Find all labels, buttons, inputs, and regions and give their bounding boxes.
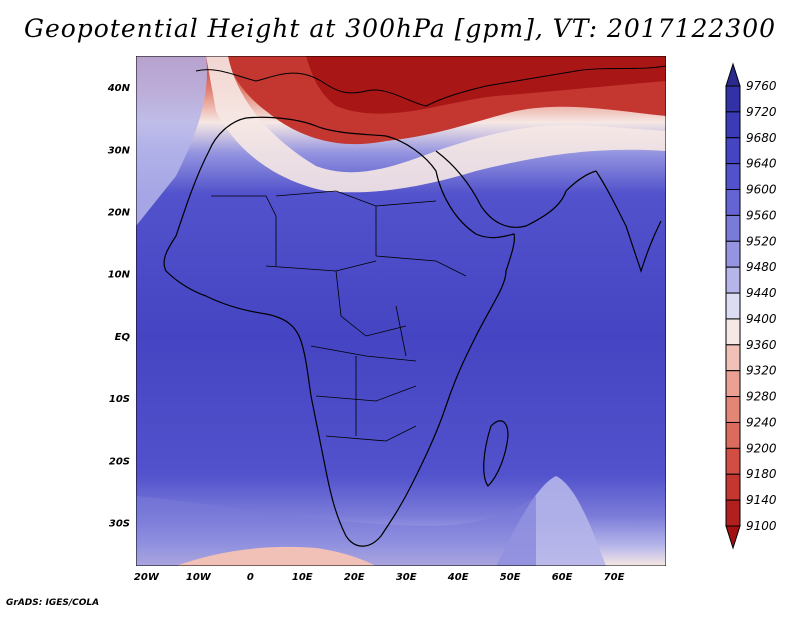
colorbar-swatch — [725, 396, 741, 423]
colorbar-level-label: 9480 — [746, 260, 777, 274]
colorbar-swatch — [725, 266, 741, 294]
south-pink-band — [176, 546, 376, 566]
lat-label: 10S — [109, 394, 130, 405]
colorbar-level-label: 9640 — [746, 157, 777, 171]
colorbar-swatch — [725, 447, 741, 475]
colorbar-level-label: 9320 — [746, 364, 777, 378]
africa-coastline — [163, 116, 516, 547]
colorbar-level-label: 9680 — [746, 131, 777, 145]
colorbar-level-label: 9520 — [746, 234, 777, 248]
madagascar — [483, 420, 509, 487]
colorbar-swatch — [725, 344, 741, 372]
credit-label: GrADS: IGES/COLA — [6, 598, 100, 608]
colorbar-level-label: 9240 — [746, 415, 777, 429]
colorbar-level-label: 9600 — [746, 183, 777, 197]
lat-label: 40N — [107, 83, 131, 94]
colorbar-swatch — [725, 214, 741, 242]
colorbar-level-label: 9100 — [746, 519, 777, 533]
arabia-coastline — [435, 150, 597, 228]
lat-label: 30S — [109, 518, 130, 529]
colorbar-swatch — [725, 318, 741, 346]
lon-label: 30E — [396, 572, 417, 583]
western-band — [136, 56, 207, 226]
colorbar-level-label: 9760 — [746, 79, 777, 93]
colorbar-swatch — [725, 189, 741, 216]
colorbar: 9760 9720 9680 9640 9600 9560 9520 9480 9440 9400… — [725, 62, 777, 550]
colorbar-level-label: 9360 — [746, 338, 777, 352]
ridge-edge — [206, 56, 666, 193]
country-borders — [211, 190, 467, 442]
lat-label: EQ — [115, 332, 131, 343]
colorbar-level-label: 9280 — [746, 390, 777, 404]
lon-label: 60E — [552, 572, 573, 583]
colorbar-swatch — [725, 163, 741, 191]
lat-label: 30N — [108, 145, 131, 156]
lon-label: 10E — [292, 572, 313, 583]
geopotential-map — [136, 56, 666, 566]
colorbar-bottom-arrow — [725, 525, 741, 550]
colorbar-level-label: 9200 — [746, 441, 777, 455]
map-title: Geopotential Height at 300hPa [gpm], VT:… — [23, 14, 777, 43]
colorbar-swatch — [725, 370, 741, 398]
lon-label: 20W — [134, 572, 160, 583]
lat-label: 10N — [108, 270, 131, 281]
colorbar-level-label: 9720 — [746, 105, 777, 119]
europe-coastline — [195, 65, 666, 107]
lon-label: 10W — [186, 572, 212, 583]
colorbar-swatch — [725, 240, 741, 268]
longitude-labels: 20W 10W 0 10E 20E 30E 40E 50E 60E 70E — [134, 572, 625, 583]
lat-label: 20S — [109, 456, 130, 467]
colorbar-swatch — [725, 499, 741, 527]
latitude-labels: 40N 30N 20N 10N EQ 10S 20S 30S — [107, 83, 131, 529]
lon-label: 50E — [500, 572, 521, 583]
colorbar-level-label: 9400 — [746, 312, 777, 326]
ridge-core — [306, 56, 666, 114]
india-coastline — [595, 170, 662, 273]
colorbar-swatch — [725, 473, 741, 501]
colorbar-level-label: 9440 — [746, 286, 777, 300]
colorbar-level-label: 9180 — [746, 467, 777, 481]
lon-label: 70E — [604, 572, 625, 583]
colorbar-swatches — [725, 62, 741, 550]
colorbar-swatch — [725, 85, 741, 113]
lon-label: 40E — [447, 572, 469, 583]
lon-label: 0 — [247, 572, 254, 583]
colorbar-swatch — [725, 292, 741, 320]
colorbar-level-label: 9560 — [746, 208, 777, 222]
colorbar-swatch — [725, 421, 741, 449]
southern-band — [136, 496, 536, 566]
colorbar-swatch — [725, 111, 741, 139]
lon-label: 20E — [344, 572, 365, 583]
lat-label: 20N — [108, 207, 131, 218]
colorbar-top-arrow — [725, 62, 741, 87]
colorbar-swatch — [725, 137, 741, 165]
colorbar-labels: 9760 9720 9680 9640 9600 9560 9520 9480 9440 9400… — [746, 79, 777, 533]
colorbar-level-label: 9140 — [746, 493, 777, 507]
